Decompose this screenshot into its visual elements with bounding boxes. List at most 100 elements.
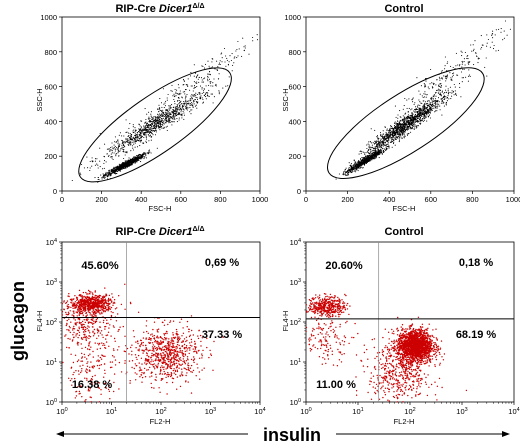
data-point (70, 301, 72, 304)
data-point (174, 108, 176, 110)
data-point (370, 142, 373, 144)
data-point (366, 157, 368, 159)
data-point (207, 78, 209, 80)
data-point (145, 126, 147, 129)
data-point (439, 89, 442, 91)
data-point (66, 300, 69, 302)
data-point (431, 82, 433, 84)
data-point (436, 101, 439, 103)
data-point (208, 95, 210, 97)
data-point (89, 167, 91, 169)
data-point (104, 176, 106, 178)
data-point (201, 97, 203, 99)
data-point (492, 48, 495, 50)
data-point (400, 126, 403, 129)
data-point (129, 158, 131, 160)
data-point (149, 128, 151, 130)
data-point (175, 107, 177, 109)
data-point (351, 165, 353, 167)
data-point (109, 149, 112, 151)
data-point (403, 137, 405, 139)
data-point (128, 132, 130, 134)
data-point (91, 295, 94, 298)
data-point (367, 151, 369, 153)
data-point (101, 312, 103, 315)
data-point (491, 34, 493, 37)
data-point (182, 110, 184, 112)
data-point (147, 134, 149, 136)
data-point (435, 89, 438, 91)
data-point (446, 97, 449, 99)
data-point (373, 154, 375, 156)
data-point (176, 110, 178, 112)
data-point (434, 100, 436, 102)
y-tick-label: 200 (288, 152, 301, 161)
data-point (107, 172, 109, 174)
data-point (118, 295, 120, 297)
data-point (404, 125, 406, 127)
data-point (147, 122, 149, 124)
data-point (117, 147, 119, 149)
data-point (392, 130, 395, 132)
data-point (416, 125, 418, 127)
data-point (157, 125, 159, 127)
x-tick-label: 0 (304, 195, 308, 204)
data-point (443, 93, 445, 95)
data-point (223, 47, 226, 50)
data-point (394, 105, 396, 107)
data-point (445, 91, 447, 93)
data-point (175, 110, 177, 112)
data-point (118, 168, 121, 170)
data-point (145, 136, 147, 138)
data-point (143, 158, 145, 160)
data-point (128, 163, 130, 165)
data-point (371, 150, 374, 152)
data-point (358, 167, 360, 169)
data-point (460, 50, 462, 52)
data-point (377, 143, 379, 146)
data-point (86, 293, 88, 295)
data-point (472, 50, 475, 52)
data-point (345, 167, 347, 169)
data-point (382, 151, 385, 153)
data-point (211, 66, 213, 68)
data-point (137, 130, 140, 132)
data-point (420, 108, 422, 110)
data-point (414, 115, 416, 117)
data-point (158, 110, 160, 113)
data-point (393, 138, 395, 140)
data-point (115, 172, 117, 174)
data-point (371, 159, 373, 161)
data-point (119, 164, 121, 166)
data-point (449, 92, 451, 94)
data-point (413, 103, 415, 105)
data-point (138, 155, 140, 157)
data-point (186, 100, 189, 102)
data-point (85, 303, 88, 305)
data-point (161, 121, 164, 124)
data-point (94, 177, 96, 179)
data-point (144, 129, 146, 131)
data-point (487, 38, 489, 41)
data-point (423, 96, 425, 98)
data-point (96, 158, 98, 160)
data-point (401, 120, 403, 122)
data-point (356, 168, 358, 170)
data-point (460, 71, 463, 73)
data-point (129, 133, 131, 135)
x-tick-label: 400 (135, 195, 148, 204)
data-point (430, 106, 432, 108)
data-point (427, 102, 429, 104)
data-point (195, 76, 198, 78)
data-point (387, 130, 389, 132)
data-point (416, 112, 418, 114)
data-point (380, 144, 382, 146)
data-point (344, 169, 346, 171)
data-point (141, 135, 143, 137)
data-point (114, 141, 116, 143)
data-point (216, 69, 218, 71)
data-point (219, 63, 221, 66)
data-point (208, 78, 211, 80)
data-point (468, 63, 470, 65)
data-point (422, 120, 424, 122)
